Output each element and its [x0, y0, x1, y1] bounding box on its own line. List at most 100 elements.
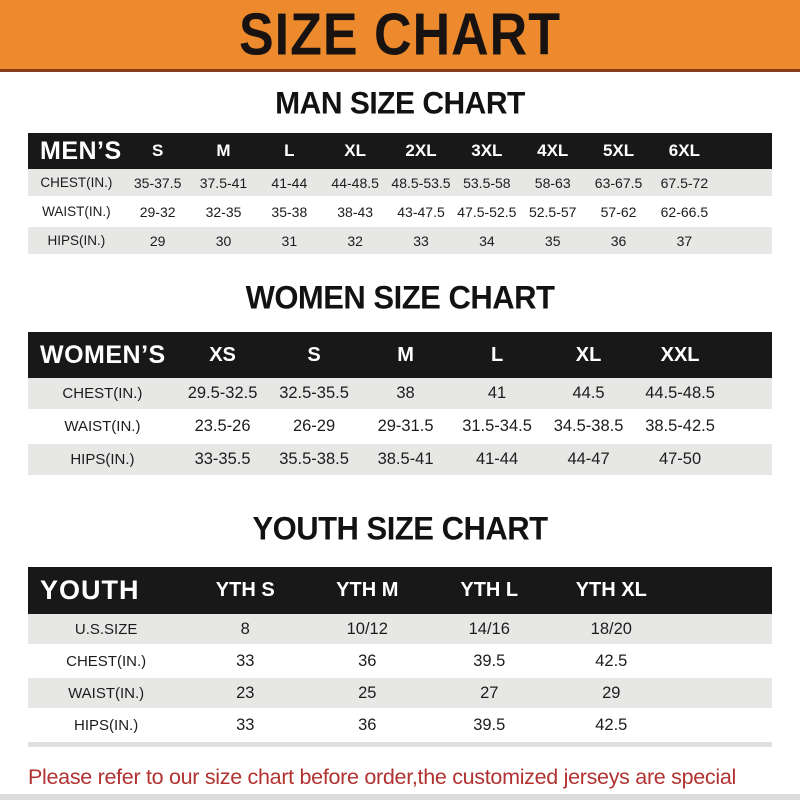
table-cell: 29 [550, 678, 673, 710]
spacer-cell [725, 332, 772, 378]
table-cell: 10/12 [306, 614, 429, 646]
table-cell: 29.5-32.5 [176, 378, 269, 411]
spacer-cell [717, 227, 772, 256]
table-cell: 44-47 [542, 444, 635, 477]
table-row: WAIST(IN.) 23 25 27 29 [28, 678, 772, 710]
table-cell: 34 [453, 227, 520, 256]
table-row: CHEST(IN.) 35-37.5 37.5-41 41-44 44-48.5… [28, 169, 772, 198]
youth-size-table: YOUTH YTH S YTH M YTH L YTH XL U.S.SIZE … [28, 567, 772, 747]
table-cell: 47.5-52.5 [453, 198, 520, 227]
table-cell: 38-43 [322, 198, 389, 227]
row-label: HIPS(IN.) [28, 444, 177, 477]
women-col-header: L [451, 332, 543, 378]
men-col-header: 3XL [453, 133, 520, 169]
table-cell: 33-35.5 [176, 444, 269, 477]
spacer-cell [672, 646, 772, 678]
men-header-row: MEN’S S M L XL 2XL 3XL 4XL 5XL 6XL [28, 133, 772, 169]
row-label: HIPS(IN.) [28, 227, 125, 256]
table-cell: 33 [184, 710, 307, 742]
table-row: CHEST(IN.) 29.5-32.5 32.5-35.5 38 41 44.… [28, 378, 772, 411]
youth-header-row: YOUTH YTH S YTH M YTH L YTH XL [28, 567, 772, 614]
table-cell: 33 [184, 646, 307, 678]
men-section-title: MAN SIZE CHART [275, 85, 525, 121]
table-cell: 44-48.5 [322, 169, 389, 198]
spacer-cell [672, 710, 772, 742]
men-col-header: XL [322, 133, 389, 169]
row-label: CHEST(IN.) [28, 646, 185, 678]
table-cell: 30 [190, 227, 257, 256]
men-col-header: 4XL [519, 133, 586, 169]
table-cell: 26-29 [268, 411, 360, 444]
spacer-cell [717, 169, 772, 198]
row-label: CHEST(IN.) [28, 169, 125, 198]
row-label: WAIST(IN.) [28, 198, 125, 227]
table-cell: 62-66.5 [651, 198, 718, 227]
table-cell: 31 [256, 227, 323, 256]
row-label: U.S.SIZE [28, 614, 185, 646]
women-col-header: M [359, 332, 452, 378]
table-cell: 47-50 [634, 444, 726, 477]
table-cell: 48.5-53.5 [388, 169, 454, 198]
spacer-cell [725, 444, 772, 477]
table-cell: 41-44 [256, 169, 323, 198]
table-cell: 35-38 [256, 198, 323, 227]
table-row: U.S.SIZE 8 10/12 14/16 18/20 [28, 614, 772, 646]
table-cell: 57-62 [585, 198, 652, 227]
table-row: WAIST(IN.) 23.5-26 26-29 29-31.5 31.5-34… [28, 411, 772, 444]
youth-col-header: YTH S [184, 567, 307, 614]
women-size-table: WOMEN’S XS S M L XL XXL CHEST(IN.) 29.5-… [28, 332, 772, 477]
men-col-header: 5XL [585, 133, 652, 169]
women-corner-label: WOMEN’S [28, 332, 177, 378]
table-cell: 35.5-38.5 [268, 444, 360, 477]
table-cell: 44.5 [542, 378, 635, 411]
table-cell: 39.5 [428, 646, 551, 678]
table-cell: 18/20 [550, 614, 673, 646]
men-col-header: 6XL [651, 133, 718, 169]
row-label: WAIST(IN.) [28, 678, 185, 710]
youth-col-header: YTH XL [550, 567, 673, 614]
men-col-header: 2XL [388, 133, 454, 169]
table-cell: 44.5-48.5 [634, 378, 726, 411]
women-col-header: XL [542, 332, 635, 378]
table-cell: 42.5 [550, 710, 673, 742]
table-cell: 31.5-34.5 [451, 411, 543, 444]
table-cell: 42.5 [550, 646, 673, 678]
table-cell: 23 [184, 678, 307, 710]
youth-col-header: YTH L [428, 567, 551, 614]
youth-col-header: YTH M [306, 567, 429, 614]
table-cell: 32-35 [190, 198, 257, 227]
table-cell: 37 [651, 227, 718, 256]
row-label: HIPS(IN.) [28, 710, 185, 742]
table-cell: 29-32 [124, 198, 191, 227]
table-cell: 14/16 [428, 614, 551, 646]
table-cell: 35 [519, 227, 586, 256]
women-col-header: XS [176, 332, 269, 378]
women-section-title: WOMEN SIZE CHART [245, 278, 555, 317]
men-size-table: MEN’S S M L XL 2XL 3XL 4XL 5XL 6XL CHEST… [28, 133, 772, 256]
men-col-header: M [190, 133, 257, 169]
table-cell: 32 [322, 227, 389, 256]
table-cell: 37.5-41 [190, 169, 257, 198]
table-row: HIPS(IN.) 33 36 39.5 42.5 [28, 710, 772, 742]
table-row: CHEST(IN.) 33 36 39.5 42.5 [28, 646, 772, 678]
spacer-cell [725, 378, 772, 411]
table-cell: 67.5-72 [651, 169, 718, 198]
row-label: WAIST(IN.) [28, 411, 177, 444]
table-row: HIPS(IN.) 33-35.5 35.5-38.5 38.5-41 41-4… [28, 444, 772, 477]
men-col-header: L [256, 133, 323, 169]
table-cell: 29-31.5 [359, 411, 452, 444]
table-cell: 35-37.5 [124, 169, 191, 198]
spacer-cell [672, 678, 772, 710]
women-col-header: XXL [634, 332, 726, 378]
table-cell: 39.5 [428, 710, 551, 742]
table-row: HIPS(IN.) 29 30 31 32 33 34 35 36 37 [28, 227, 772, 256]
table-cell: 36 [306, 710, 429, 742]
table-cell: 36 [585, 227, 652, 256]
table-cell: 34.5-38.5 [542, 411, 635, 444]
spacer-cell [725, 411, 772, 444]
table-cell: 38 [359, 378, 452, 411]
table-cell: 52.5-57 [519, 198, 586, 227]
table-cell: 38.5-41 [359, 444, 452, 477]
table-cell: 23.5-26 [176, 411, 269, 444]
